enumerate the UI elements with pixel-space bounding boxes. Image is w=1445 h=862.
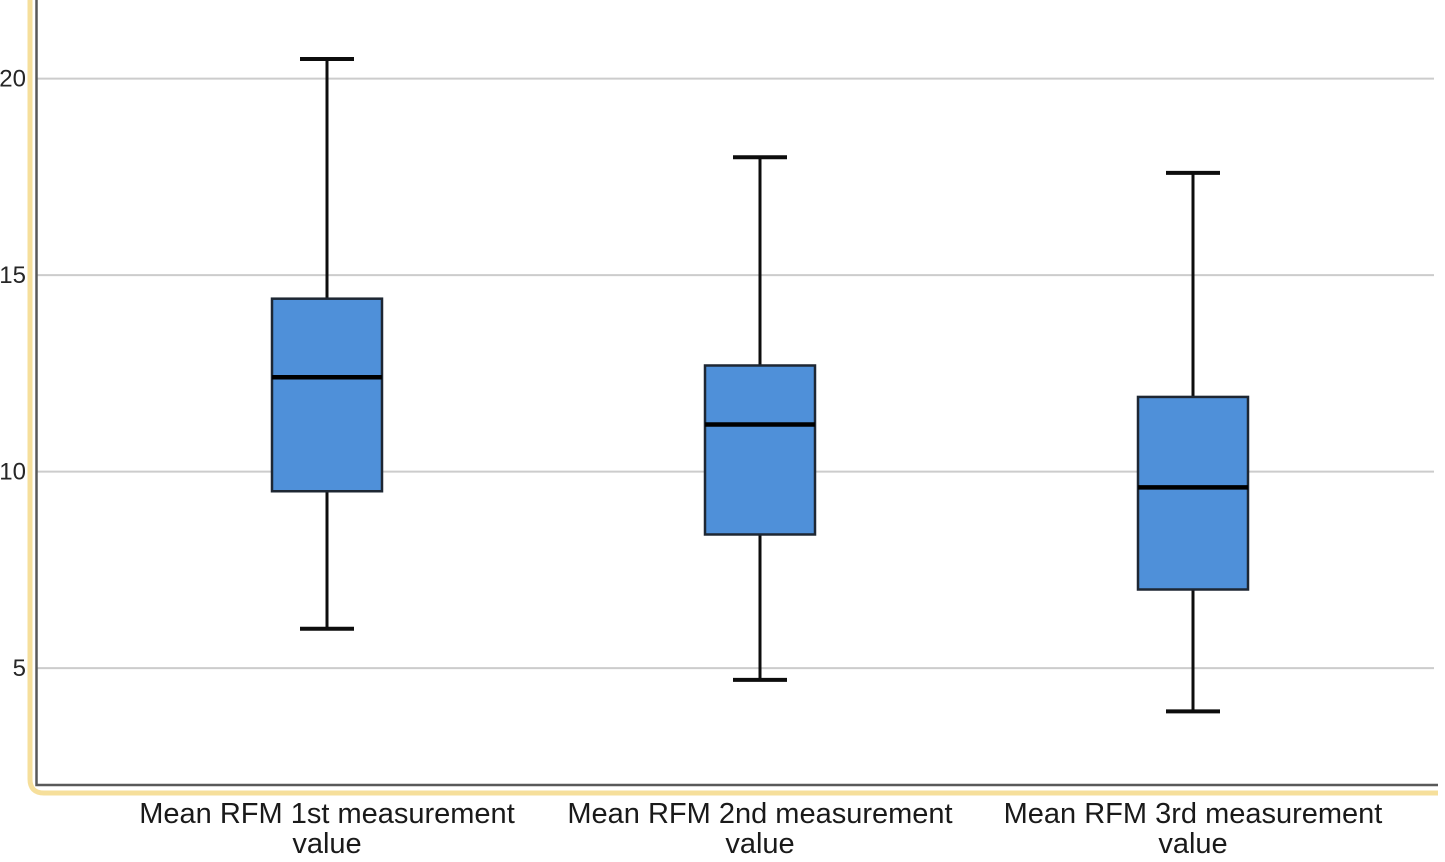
x-axis-label-2: Mean RFM 2nd measurement value <box>567 798 953 860</box>
chart-frame <box>27 0 1438 796</box>
x-axis-label-3: Mean RFM 3rd measurement value <box>1003 798 1383 860</box>
axis-lines <box>35 0 1438 787</box>
box-iqr <box>270 297 384 493</box>
x-axis-label-1: Mean RFM 1st measurement value <box>139 798 515 860</box>
y-tick-label: 15 <box>0 262 26 289</box>
y-tick-label: 20 <box>0 66 26 93</box>
box-iqr <box>703 364 817 536</box>
y-tick-label: 5 <box>13 655 26 682</box>
box-iqr <box>1136 395 1250 591</box>
y-tick-label: 10 <box>0 459 26 486</box>
